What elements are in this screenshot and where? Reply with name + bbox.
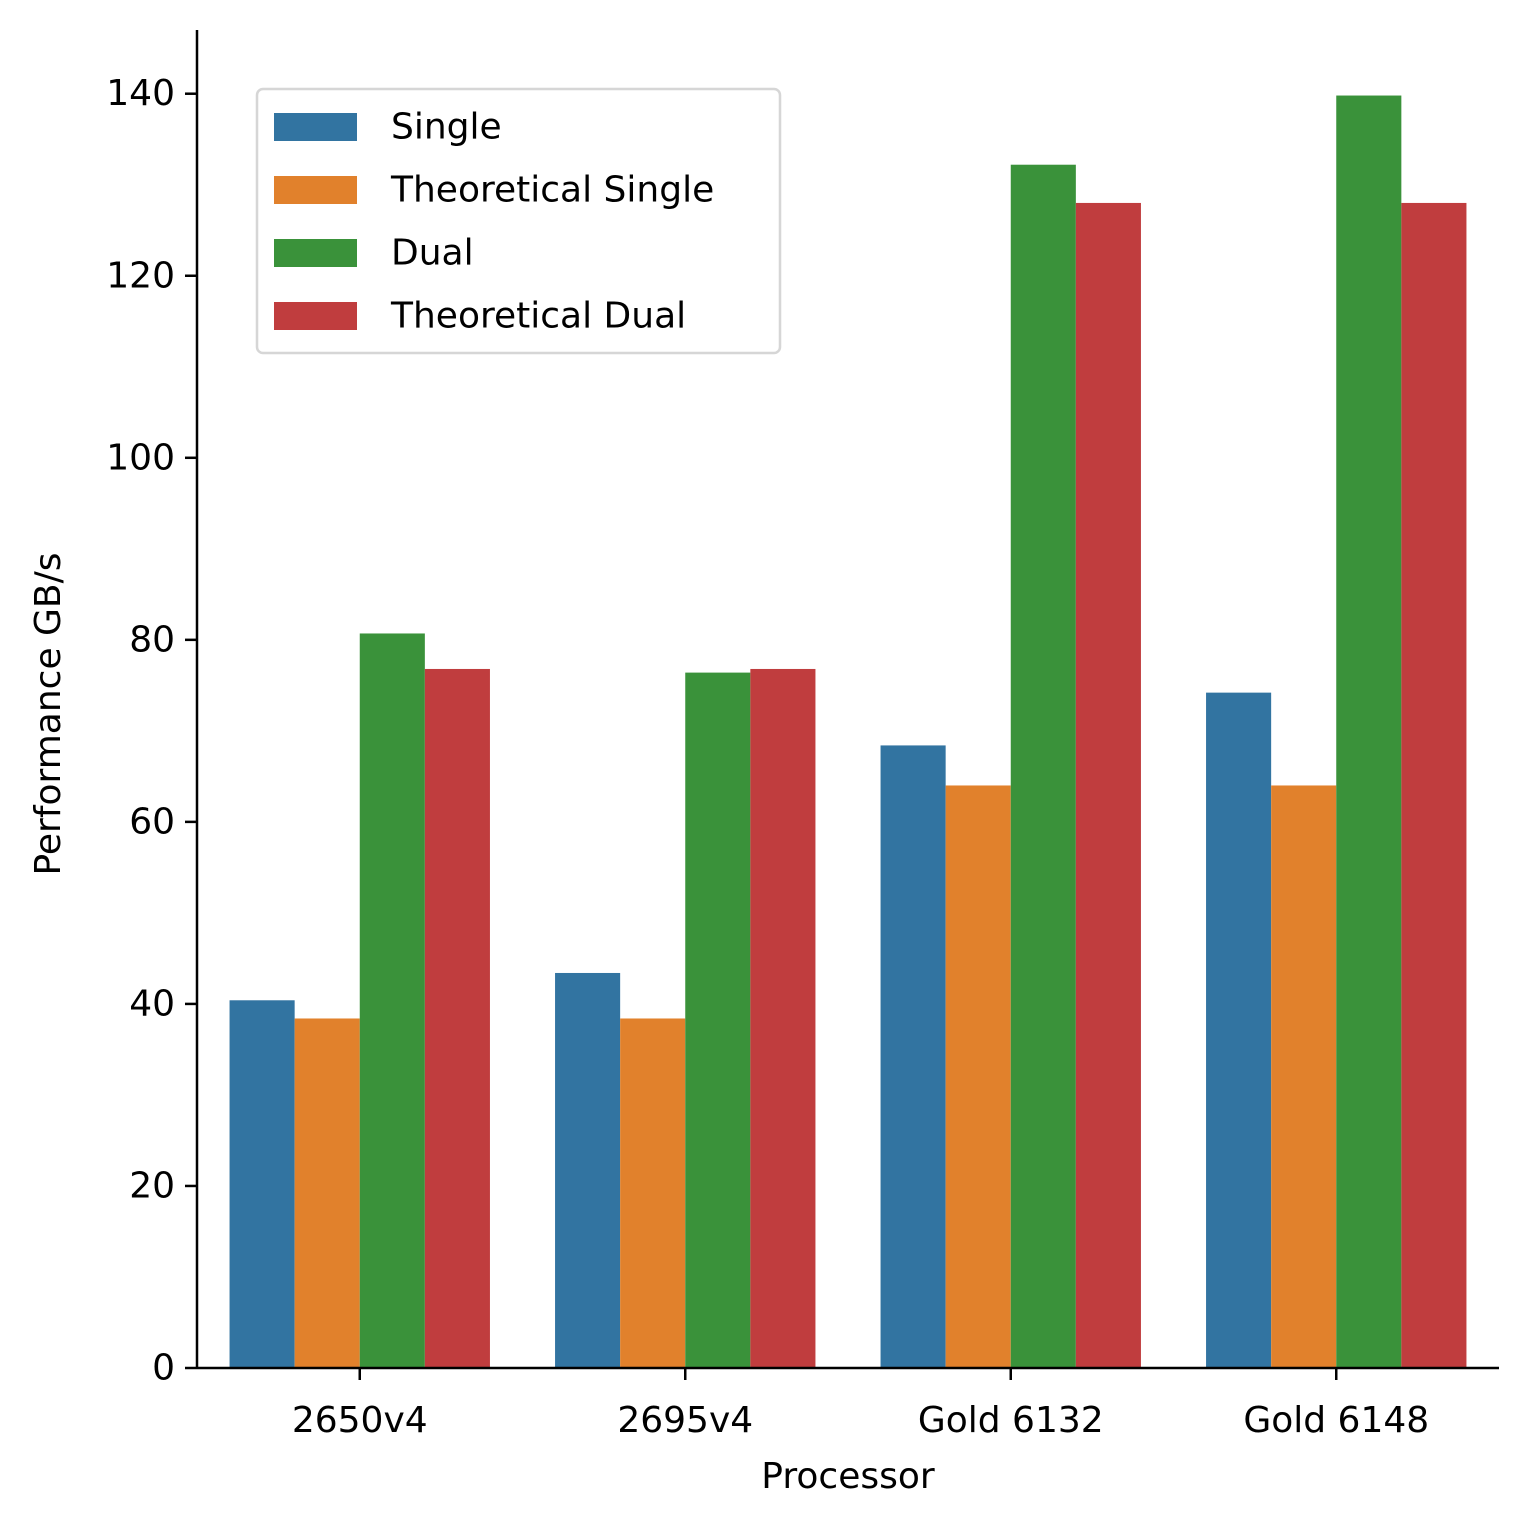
y-tick-label: 120 bbox=[106, 255, 175, 296]
bars-layer bbox=[229, 95, 1467, 1369]
y-tick-label: 140 bbox=[106, 73, 175, 114]
bar-theoretical-dual-2650v4 bbox=[424, 668, 490, 1368]
legend-swatch-dual bbox=[274, 239, 357, 267]
bar-dual-2695v4 bbox=[685, 672, 751, 1368]
x-tick-label: Gold 6132 bbox=[918, 1400, 1104, 1441]
legend-swatch-theoretical-dual bbox=[274, 302, 357, 330]
bar-theoretical-single-gold-6132 bbox=[945, 785, 1011, 1368]
legend-label-theoretical-dual: Theoretical Dual bbox=[390, 296, 686, 337]
bar-theoretical-single-2695v4 bbox=[620, 1018, 686, 1368]
bar-single-gold-6132 bbox=[880, 745, 946, 1368]
bar-dual-gold-6132 bbox=[1010, 164, 1076, 1369]
legend-swatch-theoretical-single bbox=[274, 176, 357, 204]
y-tick-label: 60 bbox=[129, 801, 175, 842]
bar-theoretical-dual-2695v4 bbox=[750, 668, 816, 1368]
y-tick-label: 0 bbox=[152, 1348, 175, 1389]
y-tick-label: 20 bbox=[129, 1165, 175, 1206]
x-tick-label: 2650v4 bbox=[292, 1400, 428, 1441]
axes-layer: 0 20 40 60 80 100 120 140 2650v4 2695v4 Gold 6132 G… bbox=[28, 30, 1499, 1497]
x-tick-label: Gold 6148 bbox=[1243, 1400, 1429, 1441]
bar-theoretical-single-gold-6148 bbox=[1271, 785, 1337, 1368]
bar-single-2650v4 bbox=[229, 1000, 295, 1368]
bar-dual-gold-6148 bbox=[1336, 95, 1402, 1368]
y-tick-label: 100 bbox=[106, 437, 175, 478]
legend-swatch-single bbox=[274, 113, 357, 141]
bar-theoretical-dual-gold-6148 bbox=[1401, 202, 1467, 1369]
bar-theoretical-single-2650v4 bbox=[294, 1018, 360, 1368]
legend-frame bbox=[255, 87, 782, 355]
x-axis-title: Processor bbox=[761, 1456, 935, 1497]
y-tick-label: 80 bbox=[129, 619, 175, 660]
legend-label-single: Single bbox=[391, 107, 502, 148]
legend-label-theoretical-single: Theoretical Single bbox=[390, 170, 714, 211]
bar-single-gold-6148 bbox=[1206, 692, 1272, 1368]
bar-theoretical-dual-gold-6132 bbox=[1075, 202, 1141, 1369]
y-axis-title: Performance GB/s bbox=[28, 552, 69, 875]
legend-label-dual: Dual bbox=[391, 233, 474, 274]
bar-dual-2650v4 bbox=[359, 633, 425, 1368]
y-tick-label: 40 bbox=[129, 983, 175, 1024]
legend: Single Theoretical Single Dual Theoretical … bbox=[255, 87, 782, 355]
bar-single-2695v4 bbox=[555, 972, 621, 1368]
x-tick-label: 2695v4 bbox=[617, 1400, 753, 1441]
